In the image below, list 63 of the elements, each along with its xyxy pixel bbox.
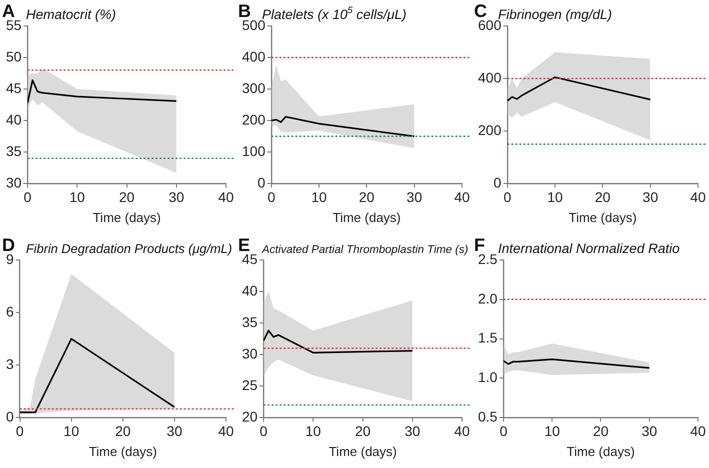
x-axis-title: Time (days) bbox=[566, 444, 635, 459]
y-tick-label: 1.5 bbox=[478, 330, 498, 346]
chart-title: International Normalized Ratio bbox=[498, 241, 680, 256]
x-axis-title: Time (days) bbox=[92, 210, 161, 225]
chart-title: Fibrinogen (mg/dL) bbox=[498, 7, 612, 22]
x-tick-label: 10 bbox=[544, 422, 560, 439]
x-tick-label: 20 bbox=[592, 422, 609, 439]
x-tick-label: 30 bbox=[642, 422, 658, 439]
y-tick-label: 200 bbox=[478, 122, 502, 138]
x-tick-label: 30 bbox=[168, 188, 184, 205]
x-tick-label: 20 bbox=[358, 188, 375, 205]
y-tick-label: 45 bbox=[6, 80, 22, 96]
y-tick-label: 400 bbox=[478, 69, 502, 86]
x-tick-label: 40 bbox=[218, 188, 234, 205]
x-axis-title: Time (days) bbox=[568, 210, 637, 225]
x-tick-label: 20 bbox=[118, 188, 135, 205]
x-tick-label: 30 bbox=[404, 422, 420, 439]
y-tick-label: 50 bbox=[6, 48, 22, 64]
y-tick-label: 3 bbox=[6, 356, 14, 372]
x-tick-label: 20 bbox=[594, 188, 611, 205]
y-tick-label: 30 bbox=[6, 174, 22, 190]
x-tick-label: 40 bbox=[454, 422, 470, 439]
text: C bbox=[474, 1, 487, 21]
y-tick-label: 0 bbox=[494, 174, 502, 190]
x-tick-label: 30 bbox=[642, 188, 658, 205]
x-axis-title: Time (days) bbox=[88, 444, 157, 459]
x-tick-label: 40 bbox=[690, 422, 706, 439]
x-tick-label: 10 bbox=[547, 188, 564, 205]
x-tick-label: 10 bbox=[69, 188, 86, 205]
y-tick-label: 0 bbox=[6, 408, 14, 424]
y-tick-label: 6 bbox=[6, 303, 14, 320]
x-tick-label: 40 bbox=[218, 422, 234, 439]
x-tick-label: 0 bbox=[24, 188, 32, 205]
y-tick-label: 35 bbox=[242, 314, 258, 330]
x-tick-label: 10 bbox=[64, 422, 80, 439]
y-tick-label: 40 bbox=[6, 111, 22, 128]
text: B bbox=[238, 1, 251, 21]
x-tick-label: 20 bbox=[115, 422, 131, 439]
x-tick-label: 40 bbox=[690, 188, 706, 205]
chart-title: Hematocrit (%) bbox=[26, 7, 116, 22]
y-tick-label: 20 bbox=[242, 408, 258, 424]
y-tick-label: 40 bbox=[242, 282, 258, 298]
y-tick-label: 400 bbox=[242, 48, 266, 64]
y-tick-label: 1.0 bbox=[478, 369, 498, 386]
x-tick-label: 10 bbox=[311, 188, 328, 205]
y-tick-label: 0.5 bbox=[478, 408, 498, 424]
x-axis-title: Time (days) bbox=[328, 444, 397, 459]
y-tick-label: 2.0 bbox=[478, 290, 498, 306]
y-tick-label: 35 bbox=[6, 142, 22, 159]
chart-title: Fibrin Degradation Products (μg/mL) bbox=[26, 241, 232, 256]
y-tick-label: 100 bbox=[242, 142, 266, 159]
x-tick-label: 20 bbox=[354, 422, 371, 439]
chart-title: Activated Partial Thromboplastin Time (s) bbox=[261, 244, 468, 256]
x-tick-label: 30 bbox=[406, 188, 422, 205]
y-tick-label: 200 bbox=[242, 111, 266, 128]
x-tick-label: 40 bbox=[454, 188, 470, 205]
y-tick-label: 30 bbox=[242, 345, 258, 362]
y-tick-label: 0 bbox=[258, 174, 266, 190]
x-tick-label: 30 bbox=[166, 422, 182, 439]
x-tick-label: 10 bbox=[305, 422, 322, 439]
y-tick-label: 25 bbox=[242, 376, 258, 393]
x-axis-title: Time (days) bbox=[332, 210, 401, 225]
y-tick-label: 300 bbox=[242, 80, 266, 96]
